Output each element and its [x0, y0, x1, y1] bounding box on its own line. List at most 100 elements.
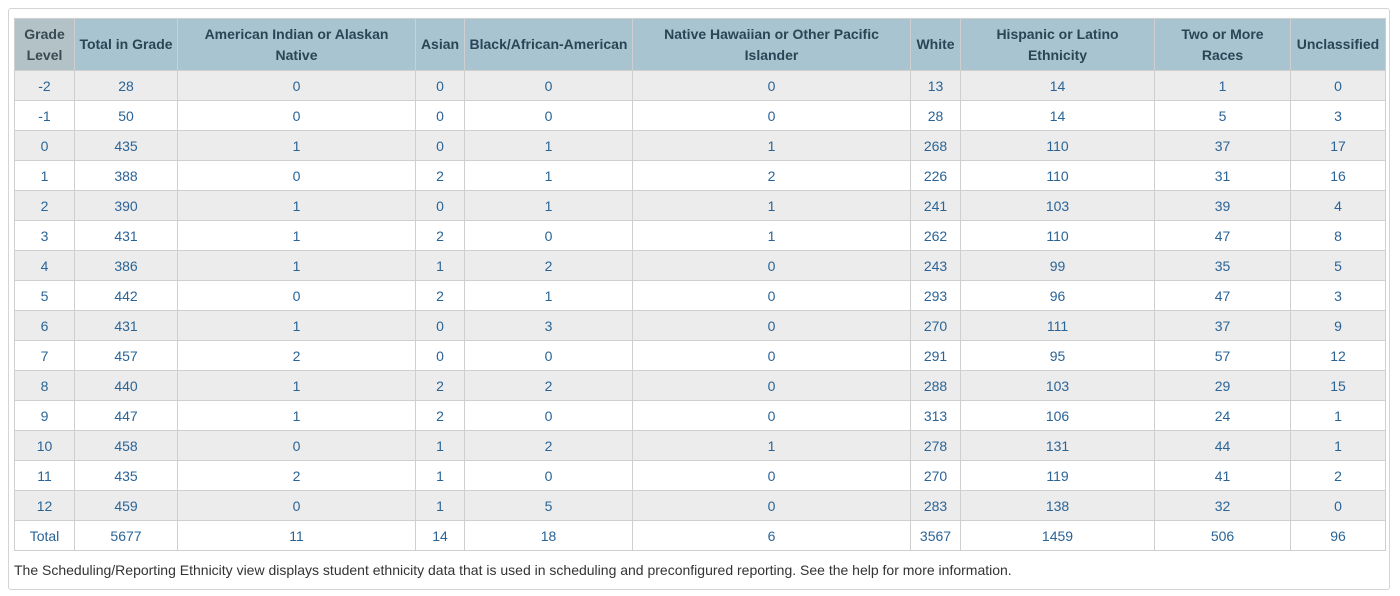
table-cell: 435 [74, 460, 178, 491]
table-cell: 131 [960, 430, 1155, 461]
table-cell: -2 [14, 70, 75, 101]
table-cell: 111 [960, 310, 1155, 341]
table-cell: 5677 [74, 520, 178, 551]
table-cell: 12 [14, 490, 75, 521]
table-cell: 390 [74, 190, 178, 221]
table-cell: 431 [74, 310, 178, 341]
column-header: Hispanic or Latino Ethnicity [960, 18, 1155, 71]
column-header: Asian [415, 18, 465, 71]
table-cell: 0 [415, 340, 465, 371]
table-cell: 103 [960, 370, 1155, 401]
table-cell: 2 [415, 160, 465, 191]
table-cell: 106 [960, 400, 1155, 431]
table-cell: 0 [1290, 70, 1386, 101]
table-cell: 313 [910, 400, 961, 431]
table-cell: 110 [960, 220, 1155, 251]
table-cell: 11 [177, 520, 416, 551]
table-cell: 41 [1154, 460, 1291, 491]
table-cell: 0 [415, 190, 465, 221]
table-cell: 1 [464, 280, 633, 311]
table-cell: 0 [464, 220, 633, 251]
table-cell: 270 [910, 460, 961, 491]
table-cell: 0 [632, 100, 911, 131]
table-cell: 262 [910, 220, 961, 251]
table-cell: 2 [14, 190, 75, 221]
table-cell: 268 [910, 130, 961, 161]
table-cell: 0 [177, 100, 416, 131]
table-cell: 226 [910, 160, 961, 191]
table-cell: 1 [632, 190, 911, 221]
table-row: 5 442 0 2 1 0 293 96 47 3 [14, 280, 1386, 311]
panel [8, 8, 1390, 590]
table-cell: 2 [464, 250, 633, 281]
table-cell: 5 [14, 280, 75, 311]
table-row: -1 50 0 0 0 0 28 14 5 3 [14, 100, 1386, 131]
table-row: 7 457 2 0 0 0 291 95 57 12 [14, 340, 1386, 371]
table-cell: 506 [1154, 520, 1291, 551]
table-cell: 435 [74, 130, 178, 161]
table-cell: 57 [1154, 340, 1291, 371]
table-cell: 1 [415, 250, 465, 281]
table-cell: 2 [632, 160, 911, 191]
table-cell: 0 [177, 280, 416, 311]
table-cell: 1459 [960, 520, 1155, 551]
table-cell: 459 [74, 490, 178, 521]
table-cell: 110 [960, 130, 1155, 161]
table-cell: 24 [1154, 400, 1291, 431]
table-cell: 1 [415, 460, 465, 491]
table-cell: 96 [960, 280, 1155, 311]
table-cell: 47 [1154, 220, 1291, 251]
table-cell: 270 [910, 310, 961, 341]
table-cell: 2 [415, 280, 465, 311]
table-cell: 291 [910, 340, 961, 371]
table-cell: 1 [1154, 70, 1291, 101]
table-cell: 103 [960, 190, 1155, 221]
table-row: 9 447 1 2 0 0 313 106 24 1 [14, 400, 1386, 431]
table-cell: 1 [177, 250, 416, 281]
table-cell: 2 [177, 460, 416, 491]
table-body: -2 28 0 0 0 0 13 14 1 0 -1 50 0 0 0 0 28 14 5 3 0 435 1 0 1 1 268 1… [14, 70, 1386, 551]
table-cell: 1 [177, 310, 416, 341]
table-row: 3 431 1 2 0 1 262 110 47 8 [14, 220, 1386, 251]
column-header: Black/African-American [464, 18, 633, 71]
table-cell: 0 [177, 70, 416, 101]
table-cell: 31 [1154, 160, 1291, 191]
table-cell: 457 [74, 340, 178, 371]
table-row: -2 28 0 0 0 0 13 14 1 0 [14, 70, 1386, 101]
table-cell: 0 [464, 460, 633, 491]
table-cell: 1 [464, 160, 633, 191]
table-cell: 37 [1154, 310, 1291, 341]
table-cell: 278 [910, 430, 961, 461]
footnote: The Scheduling/Reporting Ethnicity view … [14, 562, 1012, 578]
table-cell: 0 [177, 160, 416, 191]
table-cell: 1 [415, 490, 465, 521]
column-header: Native Hawaiian or Other Pacific Islande… [632, 18, 911, 71]
table-cell: 0 [632, 400, 911, 431]
table-cell: 386 [74, 250, 178, 281]
table-cell: 388 [74, 160, 178, 191]
table-cell: 8 [1290, 220, 1386, 251]
table-cell: 16 [1290, 160, 1386, 191]
table-cell: 11 [14, 460, 75, 491]
table-cell: 1 [177, 400, 416, 431]
table-cell: Total [14, 520, 75, 551]
table-cell: 458 [74, 430, 178, 461]
table-cell: 8 [14, 370, 75, 401]
table-cell: 0 [632, 340, 911, 371]
table-cell: 0 [464, 100, 633, 131]
table-cell: 28 [74, 70, 178, 101]
table-cell: 29 [1154, 370, 1291, 401]
table-cell: 3 [1290, 280, 1386, 311]
header-row: Grade Level Total in Grade American Indian… [14, 18, 1386, 71]
table-cell: 2 [415, 400, 465, 431]
table-cell: 2 [415, 220, 465, 251]
table-cell: 14 [960, 100, 1155, 131]
table-cell: 10 [14, 430, 75, 461]
table-cell: 3567 [910, 520, 961, 551]
table-cell: 17 [1290, 130, 1386, 161]
table-cell: 39 [1154, 190, 1291, 221]
table-cell: 447 [74, 400, 178, 431]
table-cell: 14 [415, 520, 465, 551]
column-header: American Indian or Alaskan Native [177, 18, 416, 71]
table-row: 8 440 1 2 2 0 288 103 29 15 [14, 370, 1386, 401]
